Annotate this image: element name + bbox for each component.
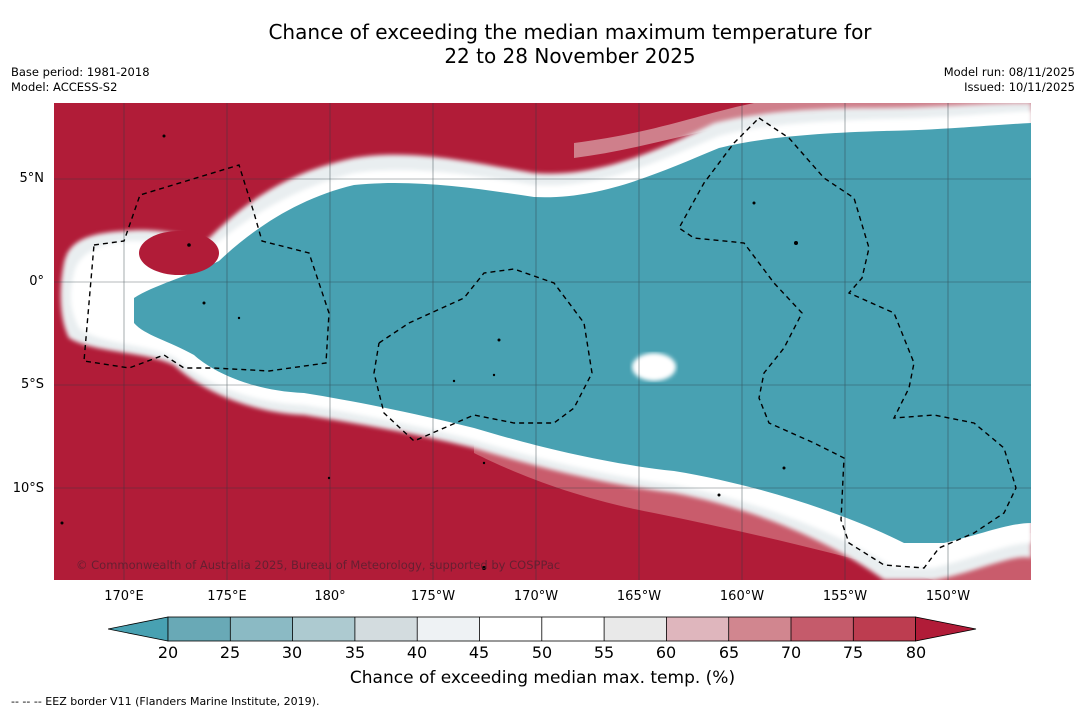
colorbar-tick-35: 35 xyxy=(344,643,366,662)
colorbar-bin-45-50 xyxy=(479,617,542,641)
title-line-2: 22 to 28 November 2025 xyxy=(444,44,696,68)
colorbar-tick-45: 45 xyxy=(468,643,490,662)
colorbar-tick-50: 50 xyxy=(531,643,553,662)
islands xyxy=(60,134,798,570)
copyright-notice: © Commonwealth of Australia 2025, Bureau… xyxy=(76,558,561,572)
lon-label-175e: 175°E xyxy=(207,589,247,604)
neutral-spot xyxy=(632,353,676,381)
colorbar-tick-25: 25 xyxy=(219,643,241,662)
meta-right: Model run: 08/11/2025 Issued: 10/11/2025 xyxy=(944,65,1075,95)
colorbar-tick-55: 55 xyxy=(593,643,615,662)
colorbar-tick-20: 20 xyxy=(157,643,179,662)
lon-label-170e: 170°E xyxy=(104,589,144,604)
lat-label-10s: 10°S xyxy=(12,481,44,496)
colorbar-bin-30-35 xyxy=(292,617,355,641)
colorbar-bin-35-40 xyxy=(354,617,418,641)
colorbar-bin-65-70 xyxy=(728,617,791,641)
below-median-region xyxy=(134,123,1031,543)
colorbar-bin-55-60 xyxy=(604,617,667,641)
lon-label-175w: 175°W xyxy=(410,589,456,604)
colorbar-tick-65: 65 xyxy=(718,643,740,662)
colorbar-tick-40: 40 xyxy=(406,643,428,662)
colorbar-bin-75-80 xyxy=(853,617,916,641)
colorbar-bin-20-25 xyxy=(168,617,231,641)
colorbar-bin-40-45 xyxy=(417,617,480,641)
eez-legend: -- -- -- EEZ border V11 (Flanders Marine… xyxy=(11,695,320,708)
lat-label-5n: 5°N xyxy=(19,171,45,186)
map-canvas xyxy=(54,103,1031,580)
lat-label-0: 0° xyxy=(29,274,44,289)
model-name: Model: ACCESS-S2 xyxy=(11,80,118,94)
lon-label-170w: 170°W xyxy=(513,589,559,604)
gridlines xyxy=(54,103,1031,580)
colorbar xyxy=(108,616,977,642)
lon-label-155w: 155°W xyxy=(822,589,868,604)
lon-label-165w: 165°W xyxy=(616,589,662,604)
colorbar-bin-50-55 xyxy=(541,617,605,641)
lon-label-180: 180° xyxy=(314,589,346,604)
eez-borders xyxy=(83,117,1017,569)
lat-label-5s: 5°S xyxy=(20,377,44,392)
colorbar-bin-60-65 xyxy=(666,617,729,641)
base-period: Base period: 1981-2018 xyxy=(11,65,150,79)
meta-left: Base period: 1981-2018 Model: ACCESS-S2 xyxy=(11,65,150,95)
colorbar-title: Chance of exceeding median max. temp. (%… xyxy=(349,668,736,688)
issued-date: Issued: 10/11/2025 xyxy=(964,80,1075,94)
lon-label-160w: 160°W xyxy=(719,589,765,604)
model-run: Model run: 08/11/2025 xyxy=(943,65,1075,79)
lon-label-150w: 150°W xyxy=(925,589,971,604)
colorbar-tick-30: 30 xyxy=(281,643,303,662)
colorbar-low-arrow xyxy=(108,616,169,642)
title-line-1: Chance of exceeding the median maximum t… xyxy=(268,20,872,44)
chart-title: Chance of exceeding the median maximum t… xyxy=(0,20,1085,68)
colorbar-bin-25-30 xyxy=(230,617,293,641)
colorbar-tick-75: 75 xyxy=(842,643,864,662)
colorbar-bin-70-75 xyxy=(791,617,854,641)
colorbar-high-arrow xyxy=(915,616,977,642)
colorbar-tick-70: 70 xyxy=(780,643,802,662)
colorbar-tick-80: 80 xyxy=(905,643,927,662)
warm-pocket xyxy=(139,231,219,275)
forecast-map[interactable]: © Commonwealth of Australia 2025, Bureau… xyxy=(54,103,1031,580)
colorbar-tick-60: 60 xyxy=(655,643,677,662)
